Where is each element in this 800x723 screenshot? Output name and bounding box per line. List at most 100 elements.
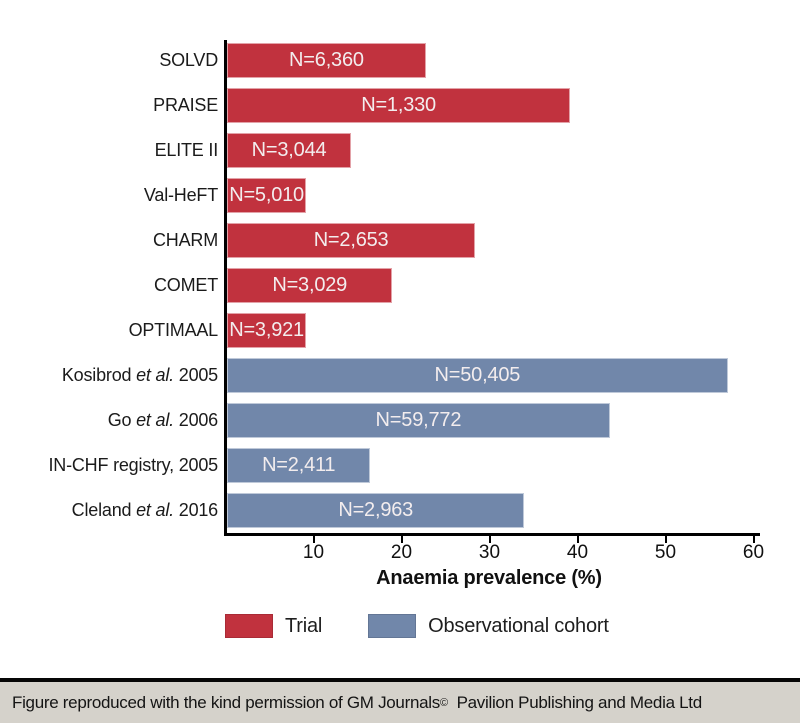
- x-axis-title: Anaemia prevalence (%): [376, 567, 602, 589]
- legend-swatch: [225, 614, 273, 638]
- observational-bar: N=2,411: [227, 448, 371, 483]
- trial-bar: N=6,360: [227, 43, 426, 78]
- category-label-text: SOLVD: [159, 50, 218, 70]
- category-label: Cleland et al. 2016: [0, 500, 227, 521]
- bar-track: N=50,405: [227, 358, 758, 393]
- chart-row: SOLVD N=6,360: [0, 38, 758, 83]
- chart-row: PRAISE N=1,330: [0, 83, 758, 128]
- x-axis-line: [224, 533, 760, 536]
- y-axis-line: [224, 40, 227, 536]
- category-label-text: OPTIMAAL: [128, 320, 219, 340]
- category-label-text: COMET: [154, 275, 218, 295]
- trial-bar: N=1,330: [227, 88, 571, 123]
- tick-label: 30: [478, 542, 501, 563]
- bar-track: N=2,653: [227, 223, 758, 258]
- category-label-text: Cleland: [71, 500, 137, 520]
- legend: Trial Observational cohort: [225, 614, 609, 638]
- bar-n-label: N=1,330: [361, 94, 436, 116]
- observational-bar: N=59,772: [227, 403, 610, 438]
- bar-track: N=2,411: [227, 448, 758, 483]
- category-label-text: 2005: [173, 365, 218, 385]
- category-label: Val-HeFT: [0, 185, 227, 206]
- category-label-italic: et al.: [136, 500, 174, 520]
- bar-n-label: N=2,963: [338, 499, 414, 521]
- legend-item: Trial: [225, 614, 322, 638]
- bar-track: N=2,963: [227, 493, 758, 528]
- trial-bar: N=2,653: [227, 223, 476, 258]
- bar-n-label: N=50,405: [434, 364, 521, 386]
- category-label: COMET: [0, 275, 227, 296]
- category-label: PRAISE: [0, 95, 227, 116]
- bar-n-label: N=3,044: [251, 139, 327, 161]
- chart-row: OPTIMAAL N=3,921: [0, 308, 758, 353]
- footer-credit: Figure reproduced with the kind permissi…: [0, 682, 800, 723]
- category-label: Kosibrod et al. 2005: [0, 365, 227, 386]
- tick-mark: [576, 536, 579, 543]
- legend-label: Trial: [285, 614, 323, 637]
- category-label: CHARM: [0, 230, 227, 251]
- chart-row: ELITE II N=3,044: [0, 128, 758, 173]
- trial-bar: N=3,044: [227, 133, 352, 168]
- bar-track: N=3,044: [227, 133, 758, 168]
- footer-text-rest: Pavilion Publishing and Media Ltd: [447, 692, 703, 712]
- bar-track: N=1,330: [227, 88, 758, 123]
- bar-n-label: N=3,921: [229, 319, 304, 341]
- legend-swatch: [368, 614, 417, 638]
- category-label-text: 2006: [173, 410, 218, 430]
- category-label-italic: et al.: [136, 365, 174, 385]
- trial-bar: N=5,010: [227, 178, 307, 213]
- bar-n-label: N=2,411: [262, 454, 336, 476]
- tick-mark: [752, 536, 755, 543]
- chart-row: Kosibrod et al. 2005 N=50,405: [0, 353, 758, 398]
- category-label: OPTIMAAL: [0, 320, 227, 341]
- category-label-text: Go: [107, 410, 137, 430]
- legend-label: Observational cohort: [428, 614, 609, 637]
- bar-n-label: N=2,653: [313, 229, 389, 251]
- bar-track: N=3,029: [227, 268, 758, 303]
- chart-row: COMET N=3,029: [0, 263, 758, 308]
- category-label-text: PRAISE: [153, 95, 218, 115]
- bar-track: N=6,360: [227, 43, 758, 78]
- trial-bar: N=3,921: [227, 313, 307, 348]
- tick-mark: [664, 536, 667, 543]
- legend-item: Observational cohort: [368, 614, 609, 638]
- tick-label: 40: [566, 542, 589, 563]
- chart-row: Go et al. 2006 N=59,772: [0, 398, 758, 443]
- chart-row: IN-CHF registry, 2005 N=2,411: [0, 443, 758, 488]
- bar-chart: SOLVD N=6,360 PRAISE N=1,330 ELITE II N=3,044…: [0, 38, 758, 533]
- bar-n-label: N=6,360: [289, 49, 364, 71]
- category-label: SOLVD: [0, 50, 227, 71]
- category-label: IN-CHF registry, 2005: [0, 455, 227, 476]
- category-label-text: 2016: [173, 500, 218, 520]
- observational-bar: N=2,963: [227, 493, 525, 528]
- category-label: ELITE II: [0, 140, 227, 161]
- category-label-text: CHARM: [153, 230, 218, 250]
- tick-label: 20: [390, 542, 413, 563]
- category-label-text: Val-HeFT: [143, 185, 218, 205]
- category-label-text: ELITE II: [154, 140, 219, 160]
- category-label-text: IN-CHF registry, 2005: [48, 455, 218, 475]
- bar-n-label: N=3,029: [272, 274, 348, 296]
- tick-mark: [400, 536, 403, 543]
- category-label: Go et al. 2006: [0, 410, 227, 431]
- tick-label: 10: [302, 542, 325, 563]
- bar-n-label: N=59,772: [375, 409, 462, 431]
- bar-track: N=59,772: [227, 403, 758, 438]
- category-label-text: Kosibrod: [61, 365, 137, 385]
- chart-row: CHARM N=2,653: [0, 218, 758, 263]
- footer-text: Figure reproduced with the kind permissi…: [12, 692, 440, 712]
- bar-track: N=3,921: [227, 313, 758, 348]
- chart-row: Val-HeFT N=5,010: [0, 173, 758, 218]
- observational-bar: N=50,405: [227, 358, 728, 393]
- tick-mark: [312, 536, 315, 543]
- footer-divider-line: [0, 678, 800, 682]
- bar-track: N=5,010: [227, 178, 758, 213]
- trial-bar: N=3,029: [227, 268, 393, 303]
- chart-row: Cleland et al. 2016 N=2,963: [0, 488, 758, 533]
- tick-mark: [488, 536, 491, 543]
- category-label-italic: et al.: [136, 410, 174, 430]
- tick-label: 60: [742, 542, 765, 563]
- bar-n-label: N=5,010: [229, 184, 304, 206]
- tick-label: 50: [654, 542, 677, 563]
